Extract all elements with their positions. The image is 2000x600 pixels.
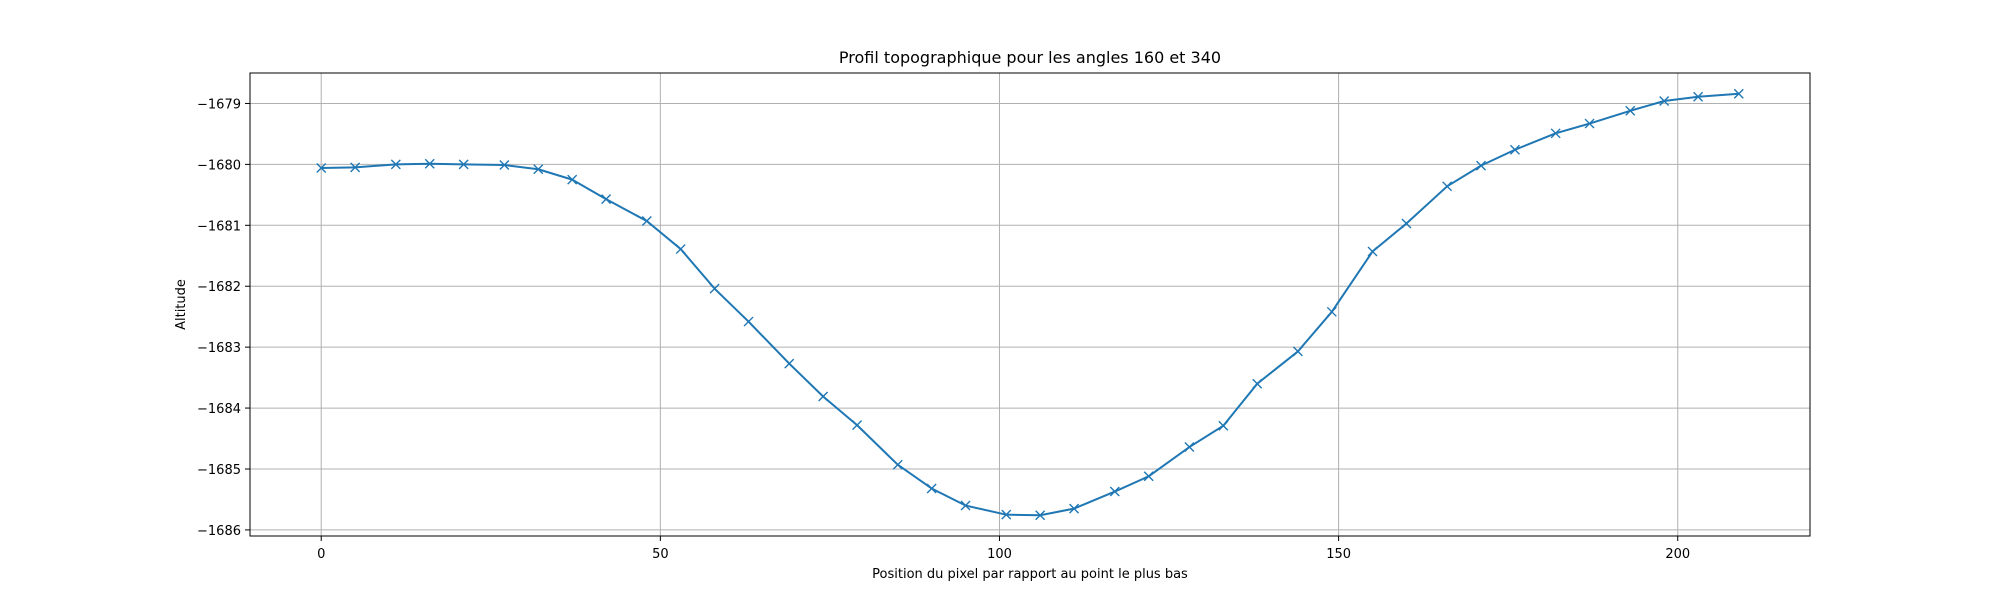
data-point-marker bbox=[926, 483, 937, 494]
data-point-marker bbox=[1218, 420, 1229, 431]
x-tick-label: 50 bbox=[652, 547, 669, 562]
data-point-marker bbox=[1252, 378, 1263, 389]
data-point-marker bbox=[316, 163, 327, 174]
data-point-marker bbox=[675, 244, 686, 255]
axis-ticks: 0 50 100 150 200 −1679 −1680 −1681 −1682 −1683 −16… bbox=[197, 97, 1690, 562]
series-line bbox=[321, 92, 1739, 517]
plot-area-frame bbox=[249, 72, 1811, 537]
data-point-marker bbox=[1476, 160, 1487, 171]
grid bbox=[250, 73, 1810, 536]
data-point-marker bbox=[1069, 503, 1080, 514]
data-point-marker bbox=[1001, 509, 1012, 520]
data-point-marker bbox=[784, 358, 795, 369]
data-point-marker bbox=[641, 216, 652, 227]
data-point-marker bbox=[350, 162, 361, 173]
data-point-marker bbox=[1184, 442, 1195, 453]
y-tick-label: −1682 bbox=[197, 280, 241, 295]
data-point-marker bbox=[601, 194, 612, 205]
data-point-marker bbox=[1442, 181, 1453, 192]
x-tick-label: 0 bbox=[317, 547, 325, 562]
data-point-marker bbox=[960, 500, 971, 511]
data-point-marker bbox=[1367, 246, 1378, 257]
x-axis-label: Position du pixel par rapport au point l… bbox=[872, 567, 1188, 582]
y-tick-label: −1681 bbox=[197, 219, 241, 234]
y-tick-label: −1679 bbox=[197, 97, 241, 112]
data-point-marker bbox=[458, 159, 469, 170]
data-point-marker bbox=[1584, 118, 1595, 129]
y-tick-label: −1684 bbox=[197, 402, 241, 417]
data-point-marker bbox=[852, 420, 863, 431]
y-tick-label: −1685 bbox=[197, 463, 241, 478]
data-point-marker bbox=[1326, 306, 1337, 317]
data-point-marker bbox=[1693, 91, 1704, 102]
data-point-marker bbox=[424, 158, 435, 169]
y-tick-label: −1680 bbox=[197, 158, 241, 173]
data-point-marker bbox=[1035, 510, 1046, 521]
data-point-marker bbox=[1109, 486, 1120, 497]
data-point-marker bbox=[390, 159, 401, 170]
data-point-marker bbox=[1143, 471, 1154, 482]
data-point-marker bbox=[1401, 218, 1412, 229]
data-point-marker bbox=[499, 159, 510, 170]
data-point-marker bbox=[818, 391, 829, 402]
data-point-marker bbox=[567, 174, 578, 185]
data-point-marker bbox=[709, 283, 720, 294]
chart-title: Profil topographique pour les angles 160… bbox=[839, 48, 1221, 67]
data-point-marker bbox=[1659, 96, 1670, 107]
data-point-marker bbox=[533, 164, 544, 175]
x-tick-label: 100 bbox=[987, 547, 1012, 562]
y-tick-label: −1683 bbox=[197, 341, 241, 356]
data-point-marker bbox=[1550, 128, 1561, 139]
series-profil bbox=[316, 88, 1744, 521]
x-tick-label: 150 bbox=[1326, 547, 1351, 562]
data-point-marker bbox=[1625, 105, 1636, 116]
x-tick-label: 200 bbox=[1665, 547, 1690, 562]
y-axis-label: Altitude bbox=[174, 279, 189, 330]
data-point-marker bbox=[1292, 346, 1303, 357]
data-point-marker bbox=[1733, 88, 1744, 99]
data-point-marker bbox=[1509, 144, 1520, 155]
y-tick-label: −1686 bbox=[197, 524, 241, 539]
data-point-marker bbox=[743, 316, 754, 327]
data-point-marker bbox=[892, 459, 903, 470]
